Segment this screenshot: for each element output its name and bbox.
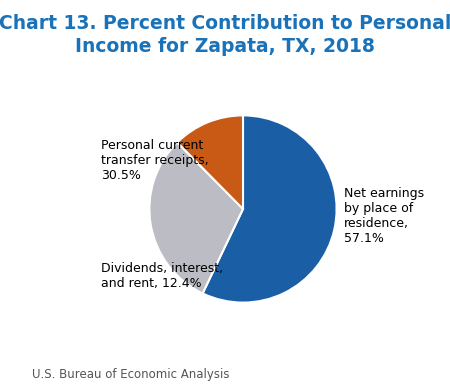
Wedge shape xyxy=(177,115,243,209)
Wedge shape xyxy=(149,142,243,293)
Text: U.S. Bureau of Economic Analysis: U.S. Bureau of Economic Analysis xyxy=(32,368,229,381)
Text: Chart 13. Percent Contribution to Personal
Income for Zapata, TX, 2018: Chart 13. Percent Contribution to Person… xyxy=(0,14,450,56)
Wedge shape xyxy=(202,115,337,303)
Text: Personal current
transfer receipts,
30.5%: Personal current transfer receipts, 30.5… xyxy=(101,139,208,182)
Text: Net earnings
by place of
residence,
57.1%: Net earnings by place of residence, 57.1… xyxy=(344,187,424,245)
Text: Dividends, interest,
and rent, 12.4%: Dividends, interest, and rent, 12.4% xyxy=(101,262,223,290)
